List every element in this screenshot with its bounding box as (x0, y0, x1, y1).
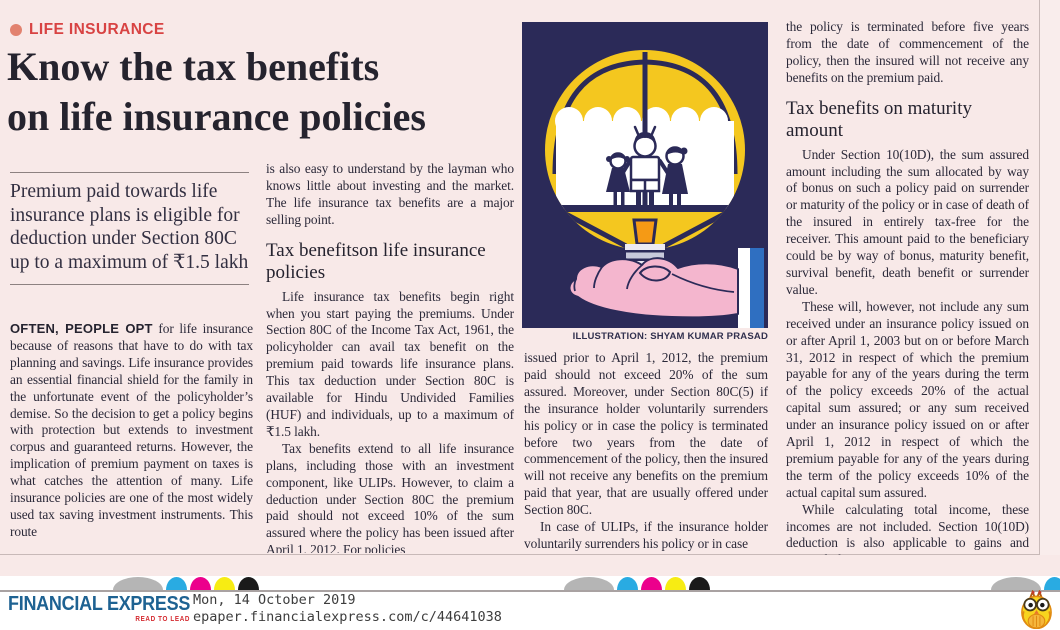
article-column-2: is also easy to understand by the layman… (266, 161, 514, 553)
registration-mark-yellow (665, 577, 686, 590)
page-edge-right (1039, 0, 1040, 555)
article-standfirst: Premium paid towards life insurance plan… (10, 172, 249, 285)
category-label: LIFE INSURANCE (29, 21, 165, 38)
print-registration-marks (564, 577, 710, 590)
registration-mark-magenta (190, 577, 211, 590)
article-column-4: the policy is terminated before five yea… (786, 19, 1029, 555)
paragraph: Under Section 10(10D), the sum assured a… (786, 146, 1029, 297)
print-registration-marks (113, 577, 259, 590)
paragraph: Life insurance tax benefits begin right … (266, 288, 514, 439)
section-heading-tax-benefits-policies: Tax benefitson life insurance policies (266, 239, 486, 283)
paragraph: While calculating total income, these in… (786, 501, 1029, 555)
paragraph: In case of ULIPs, if the insurance holde… (524, 519, 768, 551)
article-column-3: issued prior to April 1, 2012, the premi… (524, 350, 768, 552)
paragraph: Tax benefits extend to all life insuranc… (266, 440, 514, 553)
category-kicker: LIFE INSURANCE (10, 21, 165, 39)
page-right-margin (1040, 0, 1060, 555)
registration-mark-cyan (617, 577, 638, 590)
print-registration-marks (991, 577, 1060, 590)
epaper-url: epaper.financialexpress.com/c/44641038 (193, 609, 502, 625)
family-figures (606, 122, 688, 207)
paragraph: issued prior to April 1, 2012, the premi… (524, 350, 768, 518)
paragraph: the policy is terminated before five yea… (786, 19, 1029, 85)
brand-name: FINANCIAL EXPRESS (8, 593, 191, 615)
registration-mark-gray (991, 577, 1041, 590)
headline-line-1: Know the tax benefits (7, 44, 380, 89)
article-headline: Know the tax benefits on life insurance … (7, 42, 527, 142)
article-column-1: OFTEN, PEOPLE OPT for life insurance bec… (10, 321, 253, 552)
brand-tagline: READ TO LEAD (135, 616, 191, 623)
registration-mark-gray (564, 577, 614, 590)
owl-mascot-icon (1018, 589, 1055, 630)
registration-mark-black (689, 577, 710, 590)
headline-line-2: on life insurance policies (7, 94, 426, 139)
paragraph-text: for life insurance because of reasons th… (10, 321, 253, 539)
registration-mark-gray (113, 577, 163, 590)
registration-mark-cyan (166, 577, 187, 590)
registration-mark-magenta (641, 577, 662, 590)
family-bulb-illustration (522, 22, 768, 328)
registration-mark-cyan (1044, 577, 1060, 590)
page-edge-bottom (0, 554, 1040, 555)
paragraph: OFTEN, PEOPLE OPT for life insurance bec… (10, 321, 253, 541)
footer-divider (0, 590, 1060, 592)
registration-mark-yellow (214, 577, 235, 590)
illustration-caption: ILLUSTRATION: SHYAM KUMAR PRASAD (572, 331, 768, 342)
paragraph: is also easy to understand by the layman… (266, 161, 514, 227)
edition-date: Mon, 14 October 2019 (193, 592, 356, 608)
financial-express-logo: FINANCIAL EXPRESS READ TO LEAD (8, 593, 191, 623)
section-heading-tax-benefits-maturity: Tax benefits on maturity amount (786, 97, 972, 141)
registration-mark-black (238, 577, 259, 590)
lead-in-text: OFTEN, PEOPLE OPT (10, 321, 153, 336)
bullet-dot-icon (10, 24, 22, 36)
paragraph: These will, however, not include any sum… (786, 298, 1029, 500)
